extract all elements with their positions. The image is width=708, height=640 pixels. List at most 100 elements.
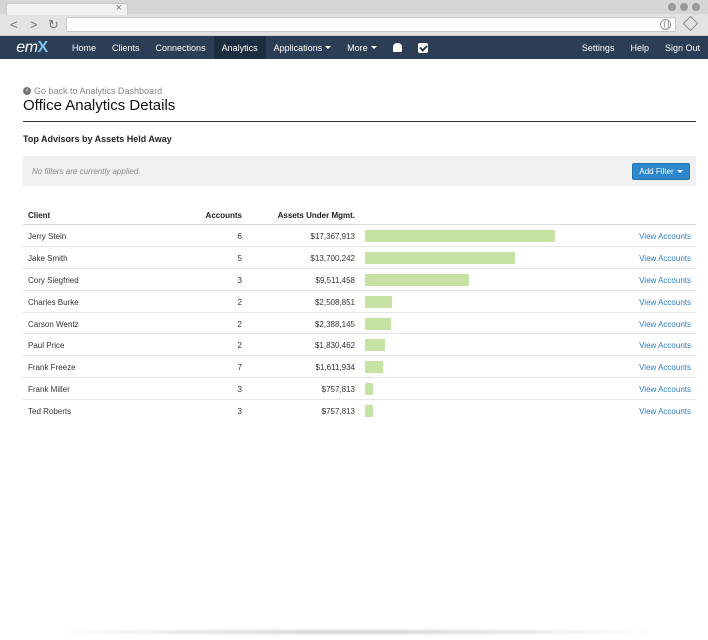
aum-value: $1,611,934 xyxy=(315,363,355,373)
bell-icon xyxy=(392,43,402,52)
aum-value: $13,700,242 xyxy=(310,253,356,263)
aum-value: $17,367,913 xyxy=(310,232,356,241)
aum-bar xyxy=(365,383,373,396)
table-row: Paul Price 2 $1,830,462 View Accounts xyxy=(23,334,696,357)
view-accounts-link[interactable]: View Accounts xyxy=(639,341,691,351)
back-link-label: Go back to Analytics Dashboard xyxy=(34,86,163,96)
table-row: Charles Burke 2 $2,508,851 View Accounts xyxy=(23,291,696,313)
nav-sign-out[interactable]: Sign Out xyxy=(664,42,700,53)
reload-icon[interactable]: ↻ xyxy=(48,17,59,32)
view-accounts-link[interactable]: View Accounts xyxy=(639,319,691,329)
back-circle-icon: ‹ xyxy=(23,87,31,95)
accounts-count: 2 xyxy=(237,297,242,307)
view-accounts-link[interactable]: View Accounts xyxy=(639,232,691,241)
caret-down-icon xyxy=(325,46,332,49)
add-filter-button[interactable]: Add Filter xyxy=(632,163,690,180)
header-aum[interactable]: Assets Under Mgmt. xyxy=(277,211,355,220)
aum-value: $2,388,145 xyxy=(314,319,355,329)
nav-home[interactable]: Home xyxy=(72,42,97,53)
accounts-count: 2 xyxy=(237,319,242,329)
aum-value: $9,511,458 xyxy=(315,275,355,285)
nav-connections[interactable]: Connections xyxy=(155,42,206,53)
accounts-count: 3 xyxy=(237,407,242,417)
client-name: Cory Siegfried xyxy=(28,275,79,285)
client-name: Paul Price xyxy=(28,341,65,351)
nav-help[interactable]: Help xyxy=(630,42,649,53)
aum-value: $2,508,851 xyxy=(314,297,355,307)
extension-icon[interactable] xyxy=(682,15,699,32)
back-to-dashboard-link[interactable]: ‹ Go back to Analytics Dashboard xyxy=(23,86,162,96)
aum-bar xyxy=(365,251,515,264)
accounts-count: 3 xyxy=(237,385,242,395)
nav-clients[interactable]: Clients xyxy=(112,42,140,53)
client-name: Ted Roberts xyxy=(28,407,72,417)
view-accounts-link[interactable]: View Accounts xyxy=(639,275,691,285)
nav-notifications[interactable] xyxy=(385,36,410,59)
logo-x: X xyxy=(37,38,49,56)
aum-value: $1,830,462 xyxy=(314,341,355,351)
table-row: Frank Miller 3 $757,813 View Accounts xyxy=(23,378,696,401)
aum-bar xyxy=(365,295,392,308)
checkbox-icon xyxy=(417,42,428,53)
filter-bar: No filters are currently applied. Add Fi… xyxy=(23,156,696,186)
client-name: Charles Burke xyxy=(28,297,79,307)
advisors-table: Client Accounts Assets Under Mgmt. Jerry… xyxy=(23,205,696,422)
browser-chrome: × < > ↻ xyxy=(0,0,708,36)
aum-bar xyxy=(365,273,469,286)
client-name: Frank Freeze xyxy=(28,363,76,373)
nav-more-label: More xyxy=(347,42,368,53)
table-body: Jerry Stein 6 $17,367,913 View Accounts Jake… xyxy=(23,225,696,422)
globe-icon xyxy=(660,19,671,30)
caret-down-icon xyxy=(676,170,683,173)
window-dot-icon[interactable] xyxy=(668,3,676,11)
window-dot-icon[interactable] xyxy=(680,3,688,11)
window-dot-icon[interactable] xyxy=(692,3,700,11)
accounts-count: 6 xyxy=(237,232,242,241)
client-name: Carson Wentz xyxy=(28,319,79,329)
nav-analytics[interactable]: Analytics xyxy=(213,36,266,59)
table-header: Client Accounts Assets Under Mgmt. xyxy=(23,205,696,225)
client-name: Frank Miller xyxy=(28,385,70,395)
add-filter-label: Add Filter xyxy=(639,167,674,176)
client-name: Jake Smith xyxy=(28,253,68,263)
view-accounts-link[interactable]: View Accounts xyxy=(639,297,691,307)
table-row: Jake Smith 5 $13,700,242 View Accounts xyxy=(23,247,696,269)
tab-close-icon[interactable]: × xyxy=(115,2,122,14)
view-accounts-link[interactable]: View Accounts xyxy=(639,385,691,395)
app-navbar: em X Home Clients Connections Analytics A… xyxy=(0,36,708,59)
title-divider xyxy=(23,121,696,122)
client-name: Jerry Stein xyxy=(28,232,67,241)
logo-text: em xyxy=(16,38,38,56)
forward-arrow-icon[interactable]: > xyxy=(30,17,38,32)
browser-tabbar: × xyxy=(0,0,708,15)
table-row: Cory Siegfried 3 $9,511,458 View Accounts xyxy=(23,269,696,291)
table-row: Carson Wentz 2 $2,388,145 View Accounts xyxy=(23,313,696,335)
accounts-count: 5 xyxy=(237,253,242,263)
aum-value: $757,813 xyxy=(321,385,355,395)
section-title: Top Advisors by Assets Held Away xyxy=(23,134,172,144)
page-title: Office Analytics Details xyxy=(23,97,176,114)
emx-logo[interactable]: em X xyxy=(0,36,64,59)
accounts-count: 2 xyxy=(237,341,242,351)
accounts-count: 7 xyxy=(237,363,242,373)
url-bar[interactable] xyxy=(66,17,676,32)
header-accounts[interactable]: Accounts xyxy=(205,211,242,220)
view-accounts-link[interactable]: View Accounts xyxy=(639,407,691,417)
aum-bar xyxy=(365,230,555,242)
nav-more[interactable]: More xyxy=(339,36,385,59)
nav-tasks[interactable] xyxy=(410,36,436,59)
nav-settings[interactable]: Settings xyxy=(581,42,615,53)
view-accounts-link[interactable]: View Accounts xyxy=(639,253,691,263)
view-accounts-link[interactable]: View Accounts xyxy=(639,363,691,373)
caret-down-icon xyxy=(370,46,377,49)
back-arrow-icon[interactable]: < xyxy=(10,17,18,32)
nav-applications-label: Applications xyxy=(273,42,323,53)
aum-bar xyxy=(365,405,373,418)
accounts-count: 3 xyxy=(237,275,242,285)
browser-tab[interactable]: × xyxy=(6,2,128,15)
table-row: Frank Freeze 7 $1,611,934 View Accounts xyxy=(23,356,696,379)
aum-bar xyxy=(365,317,391,330)
header-client[interactable]: Client xyxy=(28,211,51,220)
aum-bar xyxy=(365,361,383,374)
nav-applications[interactable]: Applications xyxy=(266,36,340,59)
